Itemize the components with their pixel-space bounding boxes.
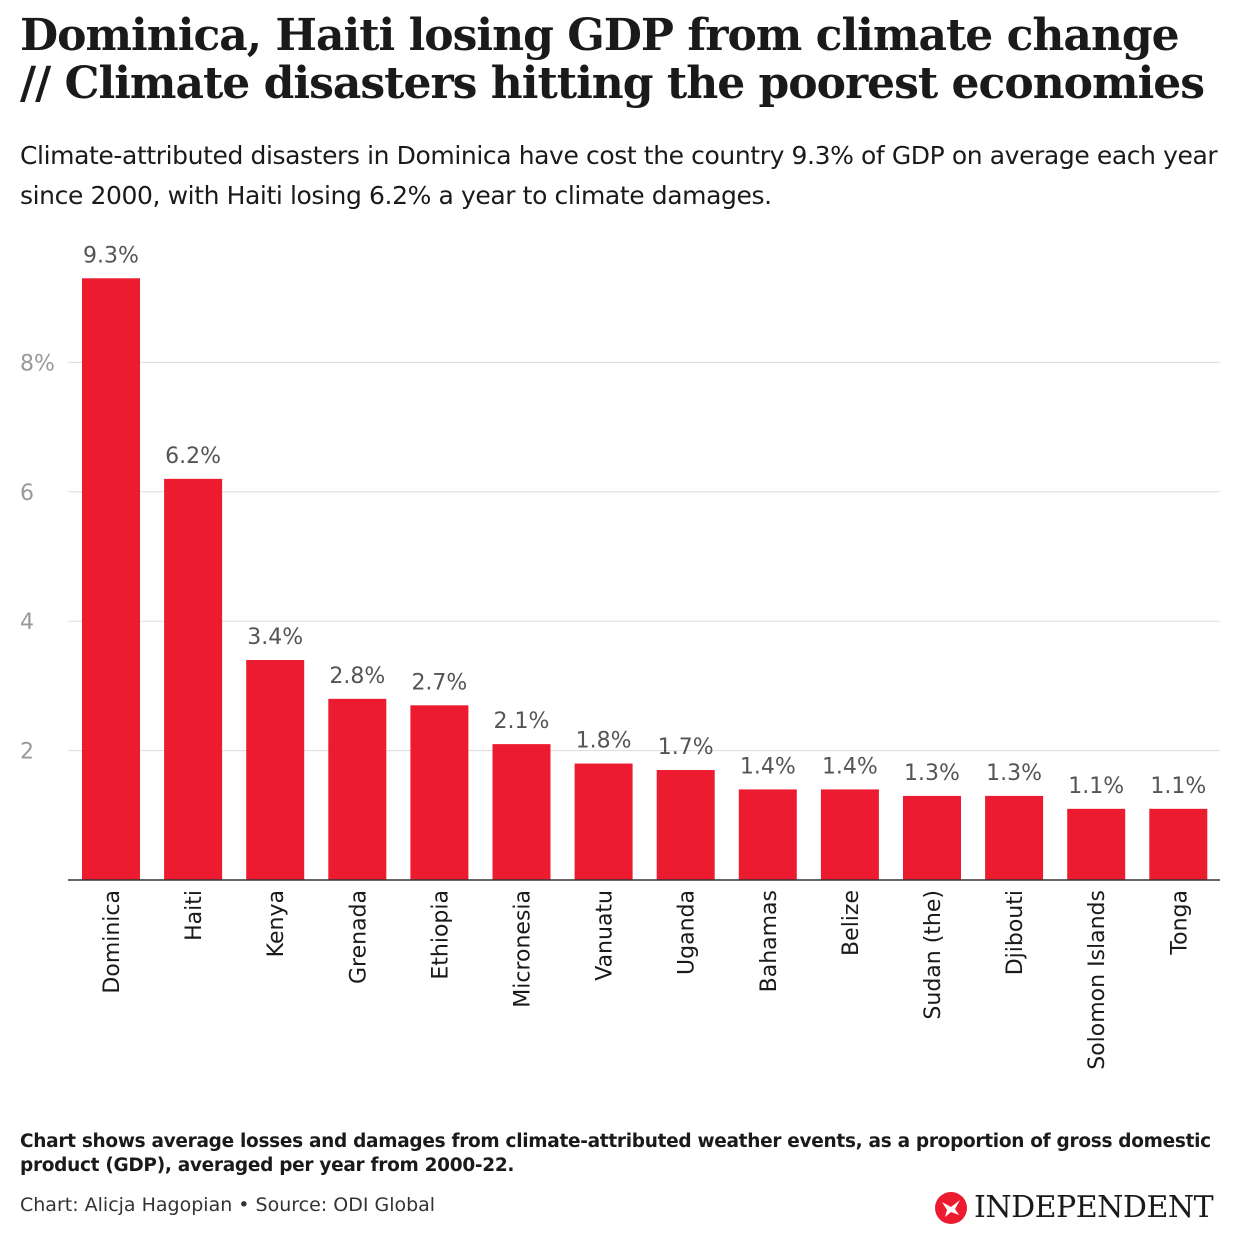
bar: [903, 795, 961, 880]
x-tick-label: Kenya: [264, 890, 289, 957]
bar: [164, 478, 223, 880]
logo-text: INDEPENDENT: [974, 1190, 1214, 1225]
bar-chart: 2 4 6 8% 9.3% Dominica 6.2% Haiti 3.4% Kenya 2.8% G…: [20, 243, 1220, 1070]
data-label: 1.3%: [986, 761, 1042, 786]
y-tick-label: 4: [20, 610, 34, 635]
bar: [1149, 808, 1208, 880]
data-label: 1.7%: [658, 735, 714, 760]
bar: [738, 789, 797, 880]
data-label: 1.8%: [576, 729, 632, 754]
x-tick-label: Haiti: [182, 890, 207, 941]
data-label: 2.8%: [329, 664, 385, 689]
chart-title: Dominica, Haiti losing GDP from climate …: [20, 10, 1205, 109]
bar: [656, 770, 715, 880]
data-label: 3.4%: [247, 625, 303, 650]
data-label: 2.1%: [494, 709, 550, 734]
x-tick-label: Belize: [839, 890, 864, 956]
x-tick-label: Sudan (the): [921, 890, 946, 1020]
bar: [246, 660, 305, 880]
x-tick-label: Tonga: [1167, 890, 1192, 956]
bar: [82, 278, 140, 880]
x-tick-label: Bahamas: [757, 890, 782, 992]
data-label: 1.1%: [1068, 774, 1124, 799]
bar: [820, 789, 879, 880]
x-tick-label: Djibouti: [1003, 890, 1028, 975]
data-label: 6.2%: [165, 444, 221, 469]
x-tick-label: Ethiopia: [428, 890, 453, 980]
bar: [574, 763, 633, 880]
y-tick-label: 2: [20, 740, 34, 765]
bar: [985, 795, 1044, 880]
data-label: 1.4%: [740, 754, 796, 779]
x-tick-label: Micronesia: [511, 890, 536, 1008]
bar: [328, 698, 387, 880]
data-label: 9.3%: [83, 243, 139, 268]
chart-note: Chart shows average losses and damages f…: [20, 1131, 1211, 1176]
data-label: 2.7%: [411, 670, 467, 695]
data-label: 1.1%: [1150, 774, 1206, 799]
chart-subtitle: Climate-attributed disasters in Dominica…: [20, 141, 1218, 210]
eagle-logo-icon: [935, 1191, 967, 1224]
y-tick-label: 6: [20, 481, 34, 506]
bar: [492, 744, 551, 880]
y-tick-label: 8%: [20, 351, 55, 376]
data-label: 1.3%: [904, 761, 960, 786]
chart-credit: Chart: Alicja Hagopian • Source: ODI Glo…: [20, 1194, 436, 1216]
x-tick-label: Vanuatu: [593, 890, 618, 981]
bar: [1067, 808, 1126, 880]
data-label: 1.4%: [822, 754, 878, 779]
x-tick-label: Grenada: [346, 890, 371, 984]
independent-logo: INDEPENDENT: [934, 1190, 1214, 1225]
x-tick-label: Dominica: [100, 890, 125, 994]
bar: [410, 705, 469, 880]
x-tick-label: Uganda: [675, 890, 700, 975]
x-tick-label: Solomon Islands: [1085, 890, 1110, 1070]
